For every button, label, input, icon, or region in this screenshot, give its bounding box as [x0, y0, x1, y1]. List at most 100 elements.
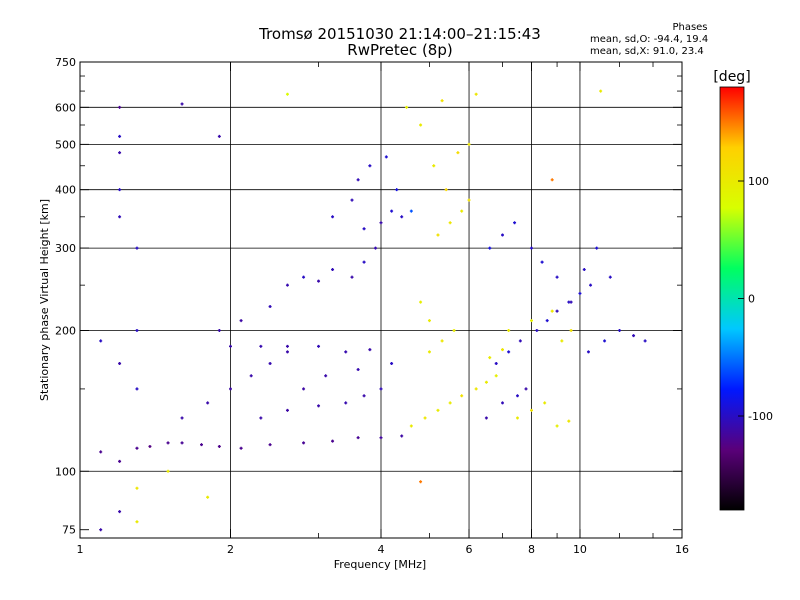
scatter-point	[285, 344, 289, 348]
scatter-point	[643, 339, 647, 343]
scatter-point	[239, 446, 243, 450]
scatter-point	[436, 233, 440, 237]
colorbar-tick-label: 100	[748, 175, 769, 188]
scatter-point	[456, 151, 460, 155]
scatter-point	[467, 198, 471, 202]
scatter-point	[180, 102, 184, 106]
scatter-point	[362, 394, 366, 398]
scatter-point	[217, 444, 221, 448]
scatter-point	[268, 305, 272, 309]
scatter-point	[118, 510, 122, 514]
scatter-point	[409, 424, 413, 428]
scatter-point	[444, 188, 448, 192]
scatter-point	[515, 416, 519, 420]
scatter-point	[135, 486, 139, 490]
scatter-point	[99, 528, 103, 532]
phase-info-x: mean, sd,X: 91.0, 23.4	[590, 46, 704, 57]
scatter-point	[200, 443, 204, 447]
scatter-points	[99, 89, 647, 532]
scatter-point	[379, 387, 383, 391]
scatter-point	[135, 328, 139, 332]
scatter-point	[148, 444, 152, 448]
y-tick-label: 75	[62, 524, 76, 537]
scatter-point	[285, 408, 289, 412]
scatter-point	[427, 350, 431, 354]
grid	[80, 62, 682, 538]
scatter-point	[217, 328, 221, 332]
scatter-point	[285, 283, 289, 287]
scatter-point	[419, 123, 423, 127]
scatter-point	[259, 344, 263, 348]
scatter-point	[368, 164, 372, 168]
scatter-point	[423, 416, 427, 420]
scatter-point	[331, 439, 335, 443]
scatter-point	[405, 105, 409, 109]
scatter-point	[206, 401, 210, 405]
scatter-point	[118, 188, 122, 192]
scatter-point	[317, 279, 321, 283]
y-tick-label: 500	[55, 138, 76, 151]
colorbar-tick-label: 0	[748, 293, 755, 306]
scatter-point	[586, 350, 590, 354]
scatter-point	[118, 361, 122, 365]
y-tick-label: 300	[55, 242, 76, 255]
scatter-point	[507, 350, 511, 354]
scatter-point	[374, 246, 378, 250]
scatter-point	[530, 408, 533, 412]
scatter-point	[317, 344, 321, 348]
scatter-point	[595, 246, 599, 250]
scatter-point	[409, 209, 413, 213]
phase-info: Phases mean, sd,O: -94.4, 19.4 mean, sd,…	[590, 22, 750, 58]
scatter-point	[467, 142, 471, 146]
scatter-point	[543, 401, 547, 405]
scatter-point	[400, 215, 404, 219]
scatter-point	[501, 401, 505, 405]
scatter-point	[135, 446, 139, 450]
scatter-point	[239, 319, 243, 323]
scatter-point	[440, 339, 444, 343]
scatter-point	[555, 275, 559, 279]
scatter-point	[331, 268, 335, 272]
scatter-point	[302, 387, 306, 391]
scatter-point	[268, 443, 272, 447]
scatter-point	[118, 105, 122, 109]
x-tick-label: 10	[573, 543, 587, 556]
scatter-point	[518, 339, 522, 343]
scatter-point	[578, 291, 582, 295]
scatter-point	[259, 416, 263, 420]
scatter-point	[550, 309, 554, 313]
y-tick-label: 600	[55, 101, 76, 114]
scatter-point	[390, 209, 394, 213]
scatter-point	[545, 319, 549, 323]
scatter-point	[180, 416, 184, 420]
scatter-point	[379, 221, 383, 225]
scatter-point	[419, 480, 423, 484]
scatter-point	[344, 350, 348, 354]
y-tick-label: 750	[55, 56, 76, 69]
scatter-point	[448, 221, 452, 225]
scatter-point	[555, 424, 559, 428]
scatter-point	[632, 334, 636, 338]
scatter-point	[180, 441, 184, 445]
colorbar-tick-label: -100	[748, 410, 773, 423]
scatter-point	[317, 404, 321, 408]
y-tick-label: 100	[55, 465, 76, 478]
scatter-point	[229, 344, 232, 348]
x-tick-label: 16	[675, 543, 689, 556]
scatter-point	[331, 215, 335, 219]
phase-info-label: Phases	[672, 22, 708, 33]
scatter-point	[550, 178, 554, 182]
scatter-point	[582, 268, 586, 272]
scatter-point	[350, 275, 354, 279]
x-tick-label: 8	[528, 543, 535, 556]
scatter-point	[618, 328, 622, 332]
scatter-point	[419, 300, 423, 304]
scatter-point	[249, 374, 253, 378]
scatter-point	[356, 178, 360, 182]
scatter-point	[569, 300, 573, 304]
scatter-point	[436, 408, 440, 412]
scatter-point	[324, 374, 328, 378]
scatter-point	[474, 387, 478, 391]
scatter-point	[135, 387, 139, 391]
